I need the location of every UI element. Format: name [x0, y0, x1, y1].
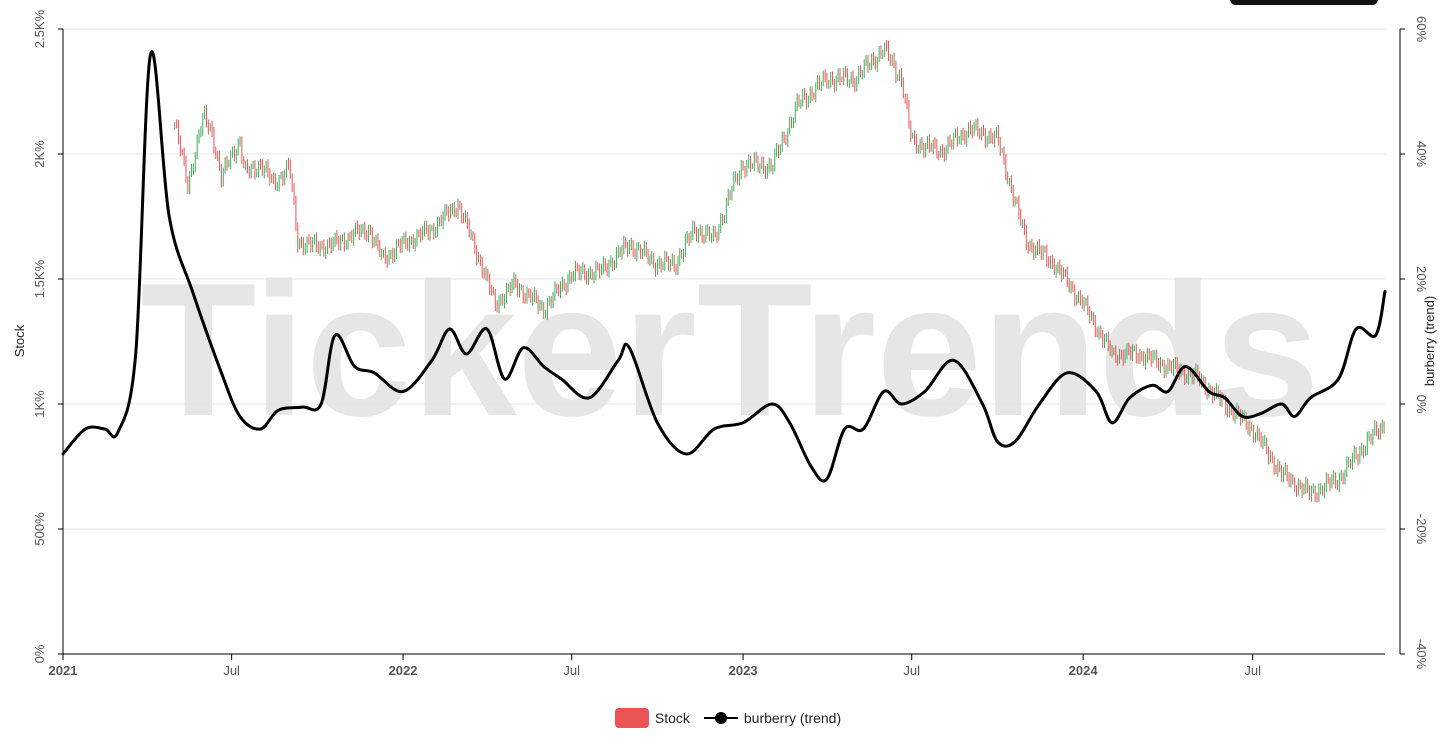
- right-tick-label: -40%: [1414, 639, 1429, 670]
- legend: Stock burberry (trend): [0, 708, 1456, 728]
- x-tick-label: Jul: [903, 663, 920, 678]
- left-tick-label: 2.5K%: [32, 9, 47, 48]
- x-tick-label: 2022: [389, 663, 418, 678]
- left-tick-label: 0%: [32, 644, 47, 663]
- left-axis-title: Stock: [12, 324, 27, 357]
- left-tick-label: 500%: [32, 512, 47, 546]
- right-tick-label: 40%: [1414, 141, 1429, 167]
- x-axis-ticks: 2021 Jul 2022 Jul 2023 Jul 2024 Jul: [49, 654, 1261, 678]
- right-axis-title: burberry (trend): [1422, 296, 1437, 386]
- x-tick-label: Jul: [1244, 663, 1261, 678]
- legend-swatch-stock: [614, 708, 649, 728]
- stock-candles: [174, 40, 1385, 503]
- chart-canvas: TickerTrends 0%500%1K%1.5K%2K%2.5K% -40%…: [12, 9, 1437, 678]
- right-tick-label: -20%: [1414, 514, 1429, 545]
- left-axis-ticks: 0% 500% 1K% 1.5K% 2K% 2.5K%: [32, 9, 63, 663]
- axes: [62, 29, 1401, 655]
- x-tick-label: 2021: [49, 663, 78, 678]
- right-tick-label: 0%: [1414, 395, 1429, 414]
- left-tick-label: 1.5K%: [32, 259, 47, 298]
- legend-item-trend[interactable]: burberry (trend): [703, 708, 842, 728]
- top-toolbar-button[interactable]: [1230, 0, 1378, 5]
- left-tick-label: 2K%: [32, 140, 47, 168]
- x-tick-label: Jul: [223, 663, 240, 678]
- right-tick-label: 60%: [1414, 16, 1429, 42]
- x-tick-label: Jul: [563, 663, 580, 678]
- x-tick-label: 2024: [1069, 663, 1099, 678]
- legend-swatch-trend: [703, 708, 738, 728]
- right-tick-label: 20%: [1414, 266, 1429, 292]
- x-tick-label: 2023: [729, 663, 758, 678]
- right-axis-ticks: -40% -20% 0% 20% 40% 60%: [1400, 16, 1429, 670]
- legend-label-stock: Stock: [654, 710, 690, 726]
- trend-line: [61, 50, 1387, 483]
- left-tick-label: 1K%: [32, 390, 47, 418]
- gridlines: [63, 28, 1385, 530]
- legend-label-trend: burberry (trend): [743, 710, 842, 726]
- legend-item-stock[interactable]: Stock: [614, 708, 690, 728]
